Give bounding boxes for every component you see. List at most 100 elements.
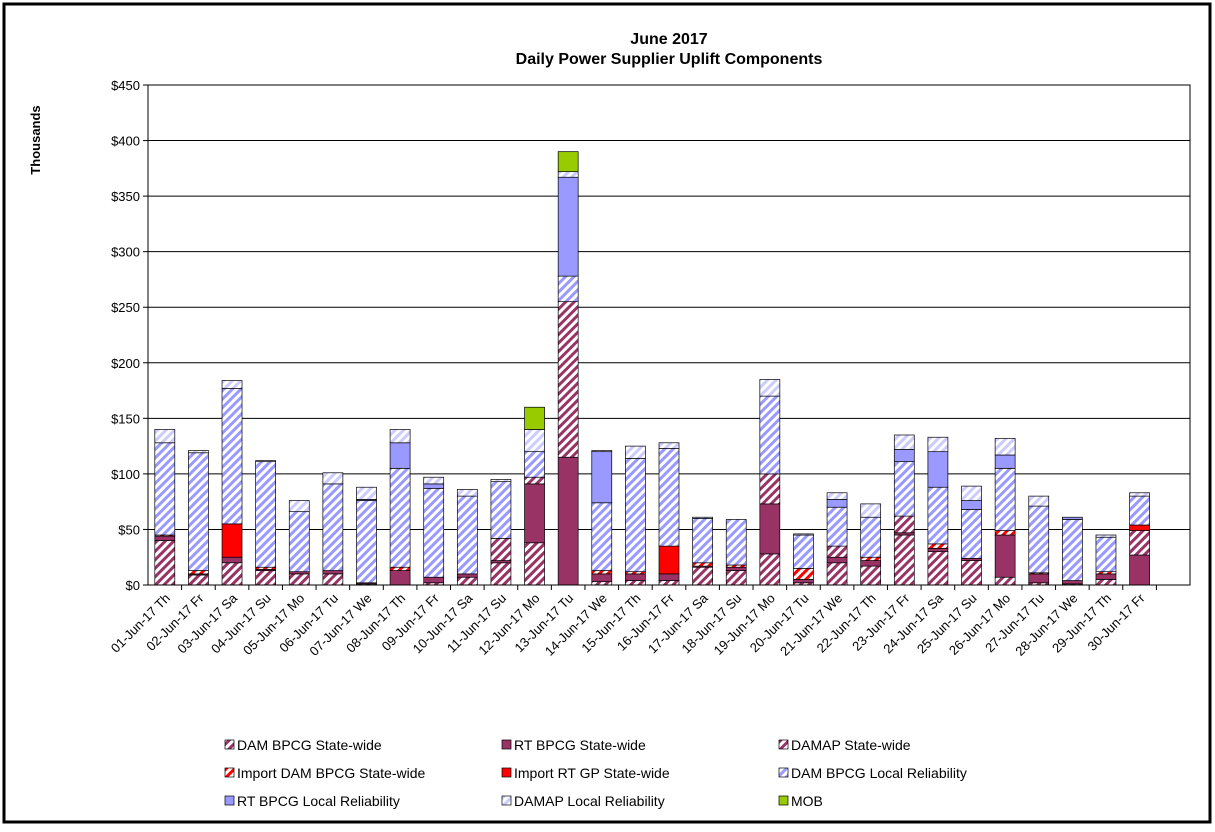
bar-segment bbox=[591, 451, 613, 504]
bar-segment bbox=[1028, 505, 1050, 574]
bar-segment bbox=[154, 429, 176, 444]
bar-segment bbox=[826, 545, 848, 558]
bar-segment bbox=[524, 476, 545, 485]
bar-segment bbox=[860, 516, 882, 558]
legend-label: Import RT GP State-wide bbox=[514, 765, 670, 781]
bar-segment bbox=[893, 434, 915, 450]
bar-segment bbox=[255, 461, 276, 568]
bar-segment bbox=[490, 479, 512, 483]
bar-segment bbox=[456, 495, 478, 575]
bar-segment bbox=[154, 535, 176, 541]
bar-segment bbox=[1095, 534, 1117, 538]
bar-segment bbox=[322, 570, 344, 575]
bar-segment bbox=[322, 573, 344, 586]
bar-segment bbox=[154, 540, 176, 586]
bar-segment bbox=[793, 533, 814, 536]
bar-segment bbox=[625, 445, 646, 459]
bar-segment bbox=[793, 567, 814, 580]
bar-segment bbox=[961, 500, 982, 510]
legend-swatch bbox=[501, 739, 512, 750]
bar-segment bbox=[1095, 573, 1117, 580]
bar-segment bbox=[961, 560, 982, 586]
bar-segment bbox=[557, 171, 579, 178]
bar-segment bbox=[1062, 519, 1083, 581]
legend-swatch bbox=[778, 795, 789, 806]
bar-segment bbox=[221, 556, 243, 564]
bar-segment bbox=[625, 573, 646, 581]
bar-segment bbox=[188, 450, 209, 454]
bar-segment bbox=[961, 485, 982, 501]
bar-segment bbox=[288, 500, 310, 513]
bar-segment bbox=[826, 492, 848, 500]
bar-segment bbox=[557, 275, 579, 303]
legend-swatch bbox=[778, 767, 789, 778]
legend-swatch bbox=[224, 767, 235, 778]
bar-segment bbox=[759, 395, 781, 475]
bar-segment bbox=[893, 515, 915, 534]
y-tick-label: $400 bbox=[111, 134, 140, 149]
bar-segment bbox=[759, 473, 781, 505]
bar-segment bbox=[893, 534, 915, 586]
bar-segment bbox=[658, 545, 680, 575]
bar-segment bbox=[423, 576, 445, 584]
bar-segment bbox=[524, 429, 545, 453]
y-tick-label: $450 bbox=[111, 78, 140, 93]
legend-swatch bbox=[224, 739, 235, 750]
bar-segment bbox=[625, 457, 646, 573]
bar-segment bbox=[524, 451, 545, 478]
bar-segment bbox=[423, 487, 445, 578]
bar-segment bbox=[927, 547, 949, 553]
bar-segment bbox=[1129, 530, 1150, 556]
legend-label: Import DAM BPCG State-wide bbox=[237, 765, 425, 781]
bar-segment bbox=[658, 447, 680, 547]
bar-segment bbox=[860, 560, 882, 567]
bar-segment bbox=[322, 483, 344, 571]
bar-segment bbox=[1028, 573, 1050, 584]
bar-segment bbox=[961, 509, 982, 559]
bar-segment bbox=[456, 576, 478, 586]
y-tick-label: $50 bbox=[118, 522, 140, 537]
bar-segment bbox=[1129, 554, 1150, 586]
bar-segment bbox=[356, 486, 377, 500]
bar-segment bbox=[994, 467, 1016, 531]
chart-title: June 2017 bbox=[630, 31, 707, 48]
bar-segment bbox=[423, 483, 445, 489]
legend-swatch bbox=[501, 767, 512, 778]
legend-label: DAMAP State-wide bbox=[791, 737, 911, 753]
bar-segment bbox=[389, 442, 411, 469]
bar-segment bbox=[288, 511, 310, 573]
bar-segment bbox=[692, 517, 713, 564]
bar-segment bbox=[188, 570, 209, 575]
bar-segment bbox=[860, 565, 882, 586]
bar-segment bbox=[221, 380, 243, 389]
bar-segment bbox=[456, 573, 478, 578]
bar-segment bbox=[1129, 524, 1150, 531]
bar-segment bbox=[893, 449, 915, 463]
bar-segment bbox=[994, 454, 1016, 469]
y-tick-label: $200 bbox=[111, 356, 140, 371]
bar-segment bbox=[1129, 495, 1150, 526]
bar-segment bbox=[994, 534, 1016, 578]
bar-segment bbox=[490, 481, 512, 539]
bar-segment bbox=[557, 301, 579, 458]
bar-segment bbox=[288, 573, 310, 586]
bar-segment bbox=[927, 436, 949, 453]
chart-subtitle: Daily Power Supplier Uplift Components bbox=[516, 51, 823, 68]
bar-segment bbox=[1028, 495, 1050, 507]
legend-swatch bbox=[224, 795, 235, 806]
bar-segment bbox=[994, 530, 1016, 536]
bar-segment bbox=[826, 506, 848, 547]
legend-swatch bbox=[778, 739, 789, 750]
bar-segment bbox=[826, 499, 848, 508]
y-axis-label: Thousands bbox=[28, 105, 43, 174]
bar-segment bbox=[658, 442, 680, 449]
legend-label: DAM BPCG Local Reliability bbox=[791, 765, 967, 781]
bar-segment bbox=[524, 542, 545, 586]
bar-segment bbox=[625, 580, 646, 586]
bar-segment bbox=[826, 562, 848, 586]
legend-label: RT BPCG State-wide bbox=[514, 737, 646, 753]
y-tick-label: $300 bbox=[111, 245, 140, 260]
bar-segment bbox=[692, 566, 713, 586]
bar-segment bbox=[860, 556, 882, 561]
